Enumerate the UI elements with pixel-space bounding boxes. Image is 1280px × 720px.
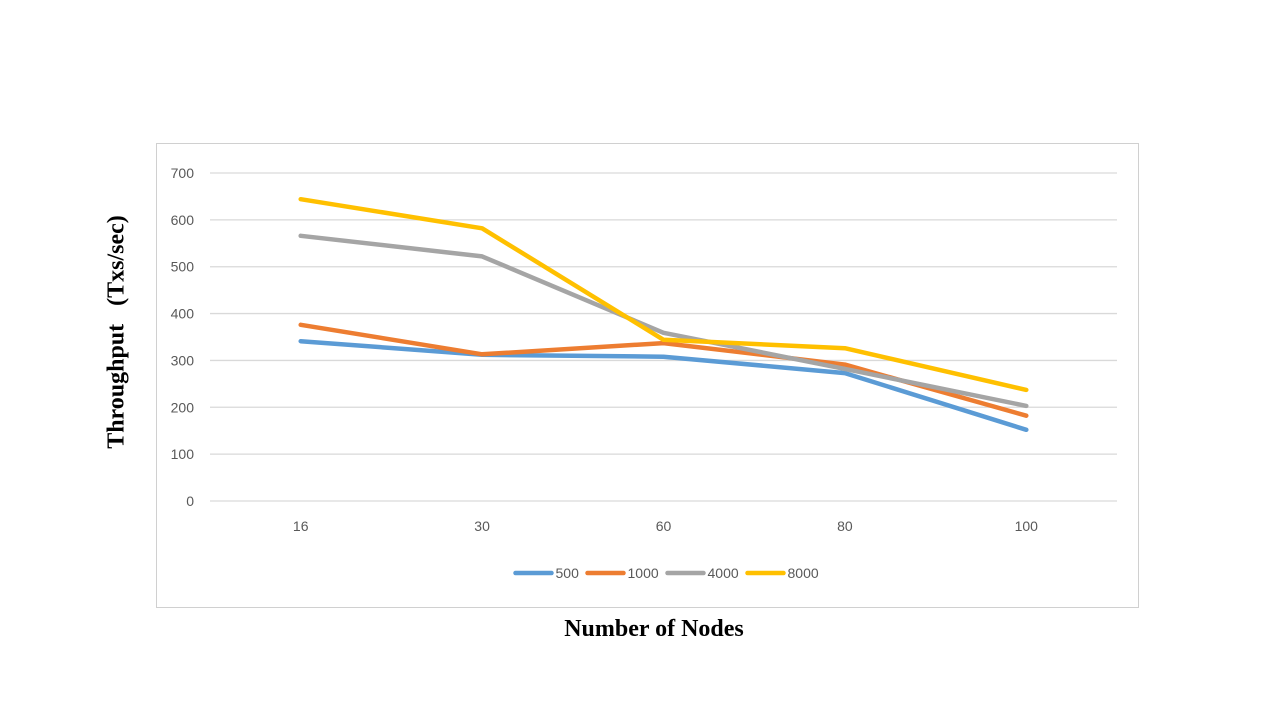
series-line-8000 [298, 196, 1029, 393]
x-tick-label-16: 16 [293, 518, 309, 534]
y-tick-label-0: 0 [186, 493, 194, 509]
y-tick-label-300: 300 [171, 352, 195, 368]
y-tick-label-100: 100 [171, 446, 195, 462]
y-tick-label-200: 200 [171, 399, 195, 415]
x-tick-label-60: 60 [656, 518, 672, 534]
y-tick-label-400: 400 [171, 306, 195, 322]
y-axis-title: Throughput (Txs/sec) [103, 215, 130, 449]
y-tick-label-600: 600 [171, 212, 195, 228]
legend-label-1000: 1000 [628, 565, 659, 581]
series-lines [298, 196, 1029, 433]
x-tick-labels: 16 30 60 80 100 [293, 518, 1038, 534]
series-line-4000 [298, 233, 1029, 409]
legend-label-500: 500 [556, 565, 580, 581]
x-tick-label-80: 80 [837, 518, 853, 534]
y-tick-labels: 0 100 200 300 400 500 600 700 [171, 165, 195, 509]
y-tick-label-500: 500 [171, 259, 195, 275]
x-tick-label-30: 30 [474, 518, 490, 534]
x-axis-title: Number of Nodes [564, 616, 744, 642]
series-line-500 [298, 338, 1029, 433]
chart-frame: 0 100 200 300 400 500 600 700 16 30 60 80 100 500 10… [156, 143, 1139, 608]
legend-label-8000: 8000 [788, 565, 819, 581]
line-chart: 0 100 200 300 400 500 600 700 16 30 60 80 100 500 10… [171, 165, 1117, 581]
x-tick-label-100: 100 [1015, 518, 1039, 534]
legend-label-4000: 4000 [708, 565, 739, 581]
gridlines [210, 172, 1117, 502]
y-tick-label-700: 700 [171, 165, 195, 181]
legend: 500 1000 4000 8000 [513, 565, 819, 581]
